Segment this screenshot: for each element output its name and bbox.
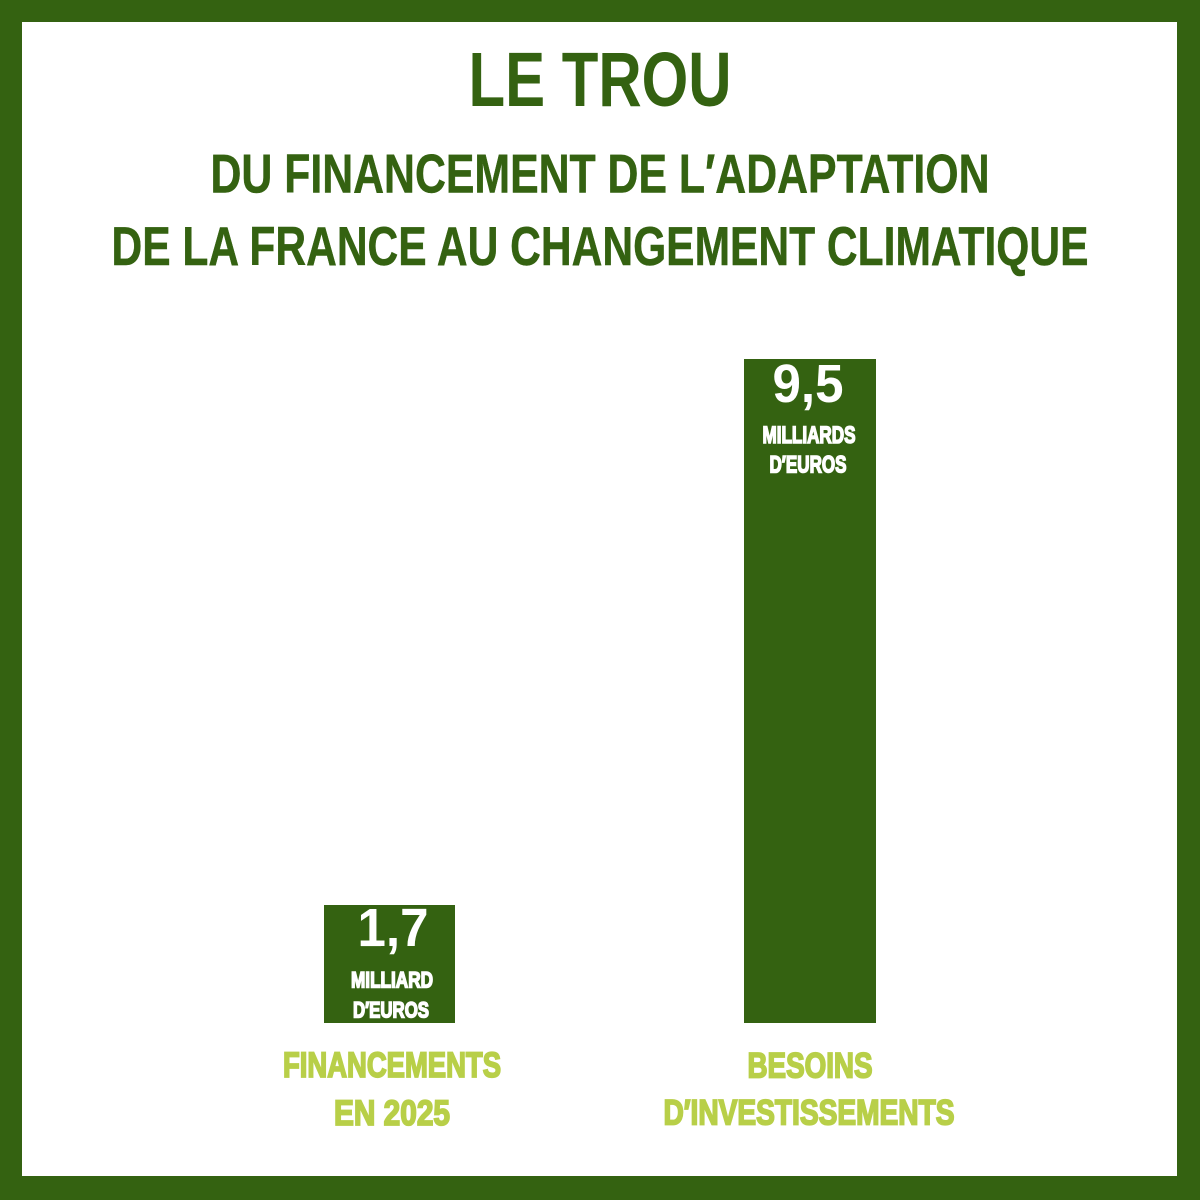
svg-text:D′EUROS: D′EUROS — [353, 998, 429, 1023]
svg-text:DE LA FRANCE AU CHANGEMENT CLI: DE LA FRANCE AU CHANGEMENT CLIMATIQUE — [112, 216, 1089, 277]
svg-text:EN 2025: EN 2025 — [334, 1094, 450, 1133]
svg-text:BESOINS: BESOINS — [748, 1047, 873, 1086]
svg-text:D′EUROS: D′EUROS — [770, 452, 847, 479]
svg-text:MILLIARDS: MILLIARDS — [763, 422, 856, 449]
svg-text:LE TROU: LE TROU — [469, 37, 732, 123]
svg-text:D′INVESTISSEMENTS: D′INVESTISSEMENTS — [664, 1094, 955, 1133]
svg-text:9,5: 9,5 — [773, 354, 844, 414]
svg-text:MILLIARD: MILLIARD — [351, 968, 433, 993]
svg-text:DU FINANCEMENT DE L′ADAPTATION: DU FINANCEMENT DE L′ADAPTATION — [211, 143, 990, 205]
svg-text:FINANCEMENTS: FINANCEMENTS — [283, 1046, 501, 1085]
svg-text:1,7: 1,7 — [358, 898, 429, 958]
